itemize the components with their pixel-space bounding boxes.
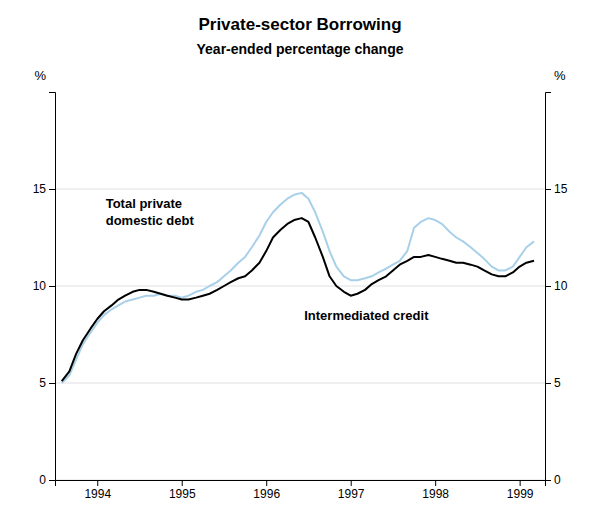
tick-mark xyxy=(435,480,436,486)
tick-label: 1997 xyxy=(338,487,365,501)
y-axis: 0 5 10 15 xyxy=(33,93,56,488)
tick: 1995 xyxy=(169,480,196,501)
y2-axis: 0 5 10 15 xyxy=(545,93,568,488)
tick-label: 5 xyxy=(554,376,561,390)
tick: 5 xyxy=(545,376,561,390)
title: Private-sector Borrowing xyxy=(198,15,401,34)
tick-mark xyxy=(351,480,352,486)
tick-label: 5 xyxy=(39,376,46,390)
tick-label: 1998 xyxy=(422,487,449,501)
line xyxy=(62,193,534,383)
tick-mark xyxy=(266,480,267,486)
tick: 5 xyxy=(39,376,55,390)
annotation-line: domestic debt xyxy=(106,213,195,228)
subtitle: Year-ended percentage change xyxy=(197,41,404,57)
tick-label: 0 xyxy=(554,473,561,487)
tick-label: 0 xyxy=(39,473,46,487)
grid-line xyxy=(55,189,545,190)
tick: 1994 xyxy=(84,480,111,501)
tick: 1998 xyxy=(422,480,449,501)
tick-mark xyxy=(182,480,183,486)
tick: 0 xyxy=(545,473,561,487)
tick-label: 10 xyxy=(554,279,568,293)
tick: 1996 xyxy=(253,480,280,501)
y-axis-label: % xyxy=(34,68,46,83)
grid-line xyxy=(55,286,545,287)
line xyxy=(62,218,534,381)
tick: 1999 xyxy=(507,480,534,501)
tick-mark xyxy=(97,480,98,486)
tick-mark xyxy=(49,480,55,481)
annotation: Intermediated credit xyxy=(304,308,429,323)
tick-mark xyxy=(520,480,521,486)
tick: 15 xyxy=(545,182,568,196)
tick-mark xyxy=(49,383,55,384)
annotation-line: Total private xyxy=(106,196,182,211)
tick-label: 15 xyxy=(33,182,47,196)
tick-mark xyxy=(545,383,551,384)
axis-line xyxy=(546,93,552,481)
y2-axis-label: % xyxy=(554,68,566,83)
annotation-line: Intermediated credit xyxy=(304,308,429,323)
tick-mark xyxy=(545,189,551,190)
annotation: Total private domestic debt xyxy=(106,196,195,228)
x-axis: 1994 1995 1996 1997 1998 1999 xyxy=(56,480,546,501)
tick-label: 1999 xyxy=(507,487,534,501)
tick-label: 1994 xyxy=(84,487,111,501)
tick-mark xyxy=(545,480,551,481)
axis-line xyxy=(56,481,546,487)
grid-line xyxy=(55,383,545,384)
tick-label: 1996 xyxy=(253,487,280,501)
tick: 10 xyxy=(545,279,568,293)
tick-label: 15 xyxy=(554,182,568,196)
grid xyxy=(55,189,545,480)
axis-line xyxy=(49,93,56,481)
tick-label: 1995 xyxy=(169,487,196,501)
tick: 1997 xyxy=(338,480,365,501)
tick: 10 xyxy=(33,279,55,293)
tick: 15 xyxy=(33,182,55,196)
chart: Private-sector Borrowing Year-ended perce… xyxy=(0,0,600,522)
tick-mark xyxy=(49,286,55,287)
tick: 0 xyxy=(39,473,55,487)
plot-area xyxy=(62,193,534,383)
tick-label: 10 xyxy=(33,279,47,293)
tick-mark xyxy=(49,189,55,190)
tick-mark xyxy=(545,286,551,287)
